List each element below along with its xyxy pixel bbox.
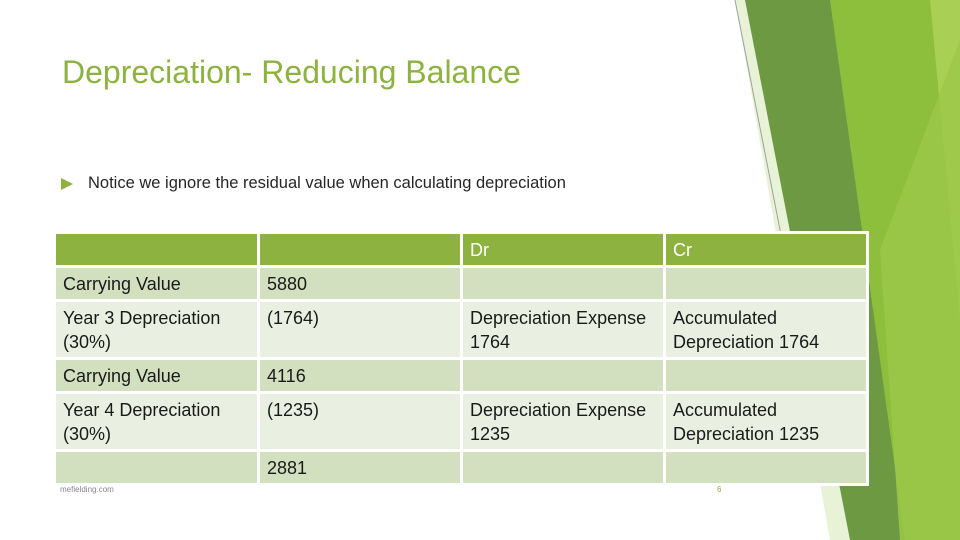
table-cell: Carrying Value <box>53 265 260 302</box>
depreciation-table: Dr Cr Carrying Value 5880 Year 3 Depreci… <box>53 231 869 486</box>
table-cell <box>663 449 869 486</box>
header-cell-2 <box>257 231 463 268</box>
table-cell: (1235) <box>257 391 463 452</box>
table-cell <box>460 357 666 394</box>
table-cell <box>460 265 666 302</box>
table-cell: Depreciation Expense 1764 <box>460 299 666 360</box>
table-row: Carrying Value 4116 <box>53 357 869 394</box>
deco-bright-sliver <box>930 0 960 320</box>
footer-source: mefielding.com <box>60 485 114 494</box>
table-cell: 5880 <box>257 265 463 302</box>
table-cell: 2881 <box>257 449 463 486</box>
deco-pale-band <box>860 0 960 540</box>
header-cell-1 <box>53 231 260 268</box>
table-cell: Year 3 Depreciation (30%) <box>53 299 260 360</box>
table-cell: Carrying Value <box>53 357 260 394</box>
table-row: Year 3 Depreciation (30%) (1764) Depreci… <box>53 299 869 360</box>
bullet-point: Notice we ignore the residual value when… <box>60 174 566 193</box>
table-cell <box>663 265 869 302</box>
table-cell <box>460 449 666 486</box>
deco-thin-line <box>734 0 783 241</box>
triangle-bullet-icon <box>61 177 73 190</box>
deco-overlay <box>880 40 960 540</box>
table-cell: Accumulated Depreciation 1235 <box>663 391 869 452</box>
table-cell: Depreciation Expense 1235 <box>460 391 666 452</box>
header-cr: Cr <box>663 231 869 268</box>
table-cell <box>663 357 869 394</box>
table-row: 2881 <box>53 449 869 486</box>
page-title: Depreciation- Reducing Balance <box>62 54 521 90</box>
table-cell: Year 4 Depreciation (30%) <box>53 391 260 452</box>
bullet-text: Notice we ignore the residual value when… <box>88 174 566 192</box>
table-cell: (1764) <box>257 299 463 360</box>
table-row: Carrying Value 5880 <box>53 265 869 302</box>
header-dr: Dr <box>460 231 666 268</box>
page-number: 6 <box>717 485 722 494</box>
table-row: Year 4 Depreciation (30%) (1235) Depreci… <box>53 391 869 452</box>
table-header-row: Dr Cr <box>53 231 869 268</box>
table-cell: 4116 <box>257 357 463 394</box>
table-cell: Accumulated Depreciation 1764 <box>663 299 869 360</box>
table-cell <box>53 449 260 486</box>
